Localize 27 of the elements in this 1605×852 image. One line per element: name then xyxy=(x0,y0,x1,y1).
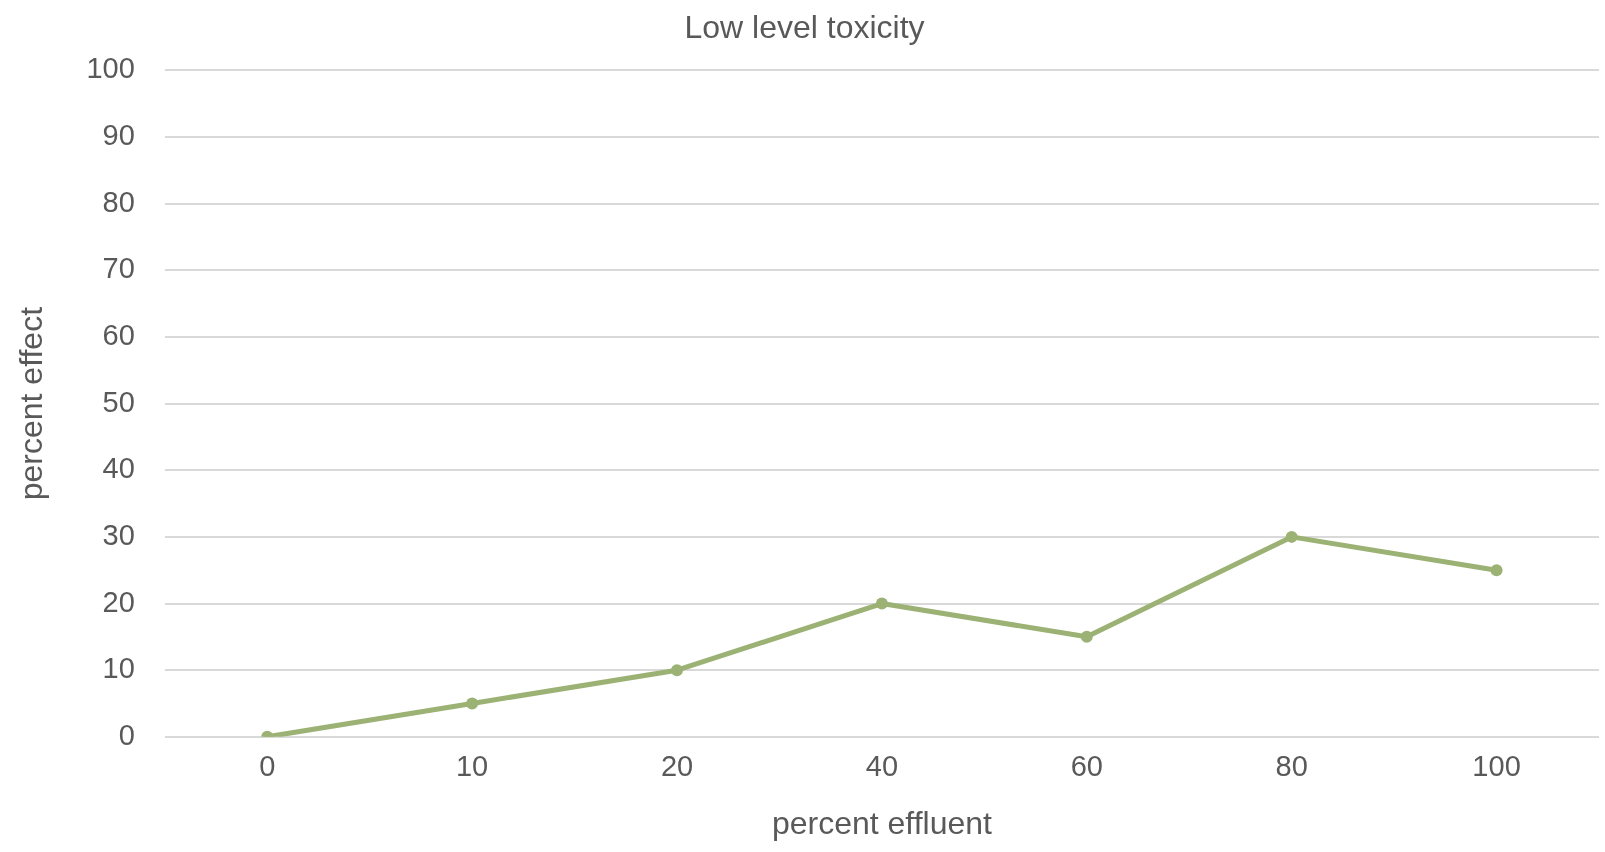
x-tick-label: 40 xyxy=(865,750,899,783)
point xyxy=(1285,530,1298,543)
point xyxy=(1490,564,1503,577)
point xyxy=(875,597,888,610)
x-tick-label: 80 xyxy=(1275,750,1308,783)
point xyxy=(1080,630,1093,643)
y-tick-label: 40 xyxy=(102,452,135,485)
point xyxy=(466,697,479,710)
y-tick-label: 90 xyxy=(102,119,135,152)
y-tick-label: 100 xyxy=(86,52,135,85)
y-tick-label: 0 xyxy=(118,718,135,751)
x-tick-label: 60 xyxy=(1070,750,1103,783)
x-tick-label: 0 xyxy=(259,750,276,783)
x-tick-label: 20 xyxy=(660,750,694,783)
y-tick-label: 60 xyxy=(102,318,135,351)
y-tick-label: 80 xyxy=(102,185,135,218)
y-tick-label: 20 xyxy=(102,585,135,618)
y-axis-title: percent effect xyxy=(13,306,50,501)
x-axis-title: percent effluent xyxy=(771,804,993,841)
y-tick-label: 30 xyxy=(102,518,135,551)
y-tick-label: 70 xyxy=(102,252,135,285)
point xyxy=(671,664,684,677)
y-tick-label: 50 xyxy=(102,385,135,418)
x-tick-label: 100 xyxy=(1472,750,1521,783)
y-tick-label: 10 xyxy=(102,652,135,685)
x-tick-label: 10 xyxy=(455,750,489,783)
chart-title: Low level toxicity xyxy=(684,9,925,46)
